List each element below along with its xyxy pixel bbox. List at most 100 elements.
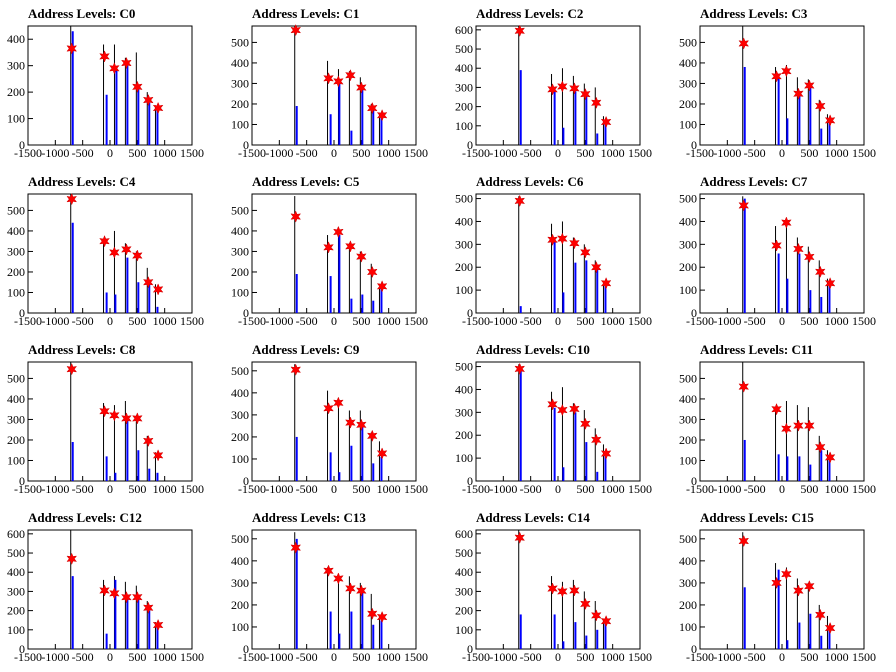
peak-marker	[590, 433, 602, 446]
peak-marker	[771, 576, 782, 590]
y-tick-label: 0	[691, 306, 697, 320]
y-tick-label: 200	[455, 604, 473, 618]
peak-marker	[569, 584, 580, 597]
x-tick-label: -1500	[14, 482, 42, 496]
chart-panel: Address Levels: C3 0 100 200 300 400 500 -1500-…	[672, 0, 896, 168]
x-tick-label: 500	[128, 650, 146, 664]
chart-panel: Address Levels: C8 0 100 200 300 400 500 -1500-…	[0, 336, 224, 504]
peak-marker	[600, 447, 612, 460]
y-tick-label: 100	[231, 285, 249, 299]
y-tick-label: 100	[7, 623, 25, 637]
x-tick-label: 1500	[852, 314, 876, 328]
plot-frame	[251, 529, 417, 650]
y-tick-label: 300	[679, 576, 697, 590]
peak-marker	[109, 587, 120, 600]
x-tick-label: 1500	[628, 146, 652, 160]
y-tick-label: 100	[679, 453, 697, 467]
peak-marker	[290, 363, 302, 376]
x-tick-label: 1500	[404, 482, 428, 496]
peak-marker	[142, 93, 154, 107]
x-tick-label: 0	[107, 650, 113, 664]
x-tick-label: -1000	[265, 482, 293, 496]
y-tick-label: 400	[455, 214, 473, 228]
peak-marker	[109, 62, 120, 75]
y-tick-label: 500	[679, 371, 697, 385]
chart-panel: Address Levels: C0 0 100 200 300 400 -1500 -100…	[0, 0, 224, 168]
y-tick-label: 500	[455, 360, 473, 374]
plot-frame	[475, 25, 641, 146]
peak-marker	[366, 101, 378, 115]
x-tick-label: 1000	[601, 314, 625, 328]
peak-marker	[333, 572, 344, 585]
peak-marker	[333, 225, 344, 239]
peak-marker	[323, 564, 334, 577]
peak-marker	[569, 402, 580, 416]
chart-title: Address Levels: C1	[252, 6, 360, 21]
peak-marker	[771, 239, 782, 252]
y-tick-label: 400	[679, 214, 697, 228]
peak-marker	[142, 276, 154, 289]
chart-panel: Address Levels: C14 0 100 200 300 400 500 600 -1…	[448, 504, 672, 672]
x-tick-label: 0	[555, 314, 561, 328]
x-tick-label: 0	[107, 146, 113, 160]
x-tick-label: 1000	[153, 314, 177, 328]
plot-frame	[699, 529, 865, 650]
y-tick-label: 500	[455, 42, 473, 56]
x-tick-label: -500	[72, 650, 94, 664]
peak-marker	[152, 283, 164, 296]
chart-title: Address Levels: C5	[252, 174, 360, 189]
plot-frame	[475, 193, 641, 314]
y-tick-label: 400	[679, 392, 697, 406]
peak-marker	[366, 429, 378, 442]
chart-title: Address Levels: C14	[476, 510, 590, 525]
x-tick-label: 1500	[404, 650, 428, 664]
y-tick-label: 300	[7, 244, 25, 258]
peak-marker	[824, 114, 836, 127]
x-tick-label: -1500	[686, 146, 714, 160]
chart-title: Address Levels: C0	[28, 6, 136, 21]
y-tick-label: 400	[231, 554, 249, 568]
y-tick-label: 400	[7, 392, 25, 406]
y-tick-label: 100	[679, 117, 697, 131]
chart-panel: Address Levels: C5 0 100 200 300 400 500 -1500-…	[224, 168, 448, 336]
x-tick-label: 1000	[377, 650, 401, 664]
y-tick-label: 500	[455, 192, 473, 206]
x-tick-label: 0	[555, 146, 561, 160]
x-tick-label: -1000	[713, 482, 741, 496]
x-tick-label: 500	[800, 482, 818, 496]
y-tick-label: 300	[231, 576, 249, 590]
plot-frame	[27, 193, 193, 314]
chart-panel: Address Levels: C11 0 100 200 300 400 500 -1500…	[672, 336, 896, 504]
peak-marker	[579, 597, 591, 611]
peak-marker	[814, 99, 826, 113]
peak-marker	[814, 440, 826, 454]
peak-marker	[355, 584, 367, 597]
peak-marker	[323, 72, 334, 85]
chart-panel: Address Levels: C6 0 100 200 300 400 500 -1500-…	[448, 168, 672, 336]
chart-plot: 0 100 200 300 400 500 -1500 -1000 -500 0 500 1000 15…	[679, 529, 876, 664]
y-tick-label: 300	[231, 244, 249, 258]
peak-marker	[579, 417, 591, 430]
y-tick-label: 600	[455, 527, 473, 541]
x-tick-label: -1500	[462, 314, 490, 328]
peak-marker	[824, 451, 836, 464]
y-tick-label: 500	[7, 203, 25, 217]
x-tick-label: 500	[576, 482, 594, 496]
y-tick-label: 200	[231, 97, 249, 111]
y-tick-label: 400	[455, 565, 473, 579]
peak-marker	[376, 109, 388, 122]
chart-panel: Address Levels: C4 0 100 200 300 400 500 -1500-…	[0, 168, 224, 336]
chart-title: Address Levels: C11	[700, 342, 814, 357]
y-tick-label: 0	[467, 474, 473, 488]
peak-marker	[142, 601, 154, 614]
x-tick-label: 0	[779, 146, 785, 160]
plot-frame	[251, 193, 417, 314]
y-tick-label: 300	[679, 76, 697, 90]
x-tick-label: 1000	[153, 482, 177, 496]
chart-title: Address Levels: C10	[476, 342, 590, 357]
y-tick-label: 400	[231, 224, 249, 238]
x-tick-label: 1500	[404, 314, 428, 328]
x-tick-label: -1500	[686, 650, 714, 664]
x-tick-label: -1000	[265, 146, 293, 160]
y-tick-label: 100	[7, 112, 25, 126]
